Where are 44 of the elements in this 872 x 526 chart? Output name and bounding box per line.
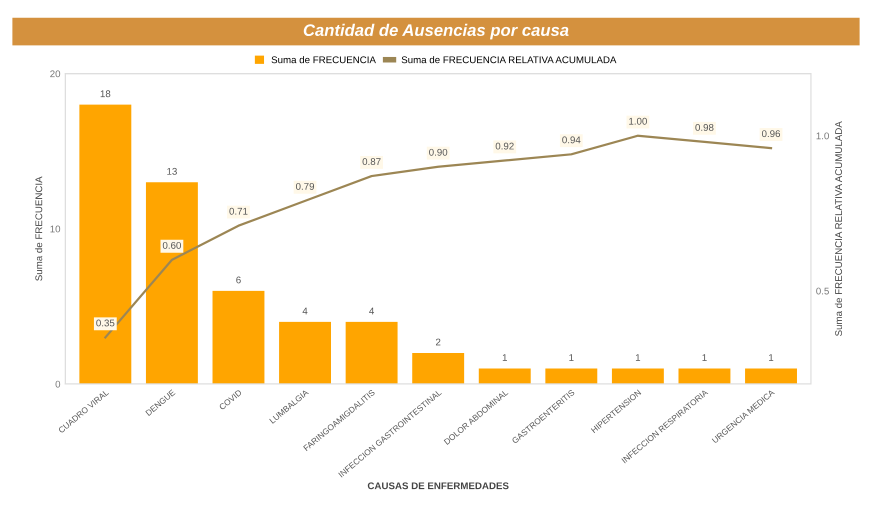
data-label: 0.87 bbox=[362, 158, 381, 166]
bar bbox=[146, 182, 198, 384]
data-label: 0.98 bbox=[695, 124, 714, 131]
y-axis-title: Suma de FRECUENCIA bbox=[35, 176, 42, 281]
data-label: 0.60 bbox=[162, 242, 181, 249]
data-label: 0.94 bbox=[562, 136, 580, 144]
data-label: 0.79 bbox=[296, 182, 314, 190]
y-tick-label: 10 bbox=[50, 226, 60, 232]
data-label: 1 bbox=[502, 354, 507, 361]
data-label: 1.00 bbox=[629, 118, 647, 125]
data-label: 0.35 bbox=[96, 320, 114, 326]
chart-title: Cantidad de Ausencias por causa bbox=[304, 24, 569, 40]
x-axis-title: CAUSAS DE ENFERMEDADES bbox=[368, 482, 509, 490]
legend-label: Suma de FRECUENCIA bbox=[272, 56, 376, 64]
data-label: 2 bbox=[436, 338, 440, 346]
bar bbox=[545, 368, 598, 384]
bar bbox=[412, 352, 464, 384]
data-label: 4 bbox=[369, 308, 374, 314]
bar bbox=[79, 104, 132, 384]
data-label: 0.92 bbox=[496, 142, 514, 150]
data-label: 6 bbox=[236, 276, 241, 284]
data-label: 18 bbox=[100, 90, 110, 98]
data-label: 1 bbox=[569, 354, 574, 361]
bar bbox=[745, 368, 797, 384]
bar bbox=[279, 322, 332, 384]
legend-label: Suma de FRECUENCIA RELATIVA ACUMULADA bbox=[402, 56, 616, 64]
data-label: 0.96 bbox=[762, 130, 780, 138]
bar bbox=[678, 368, 730, 384]
bar bbox=[478, 368, 531, 384]
data-label: 1 bbox=[702, 354, 707, 361]
data-label: 1 bbox=[636, 354, 640, 361]
y-tick-label: 20 bbox=[50, 70, 60, 78]
bar bbox=[346, 322, 398, 384]
y2-tick-label: 0.5 bbox=[816, 288, 829, 294]
data-label: 0.90 bbox=[429, 148, 448, 156]
data-label: 0.71 bbox=[229, 208, 248, 215]
data-label: 1 bbox=[769, 354, 774, 361]
y2-tick-label: 1.0 bbox=[816, 132, 829, 140]
bar bbox=[212, 290, 264, 384]
data-label: 13 bbox=[167, 168, 177, 175]
y-tick-label: 0 bbox=[56, 380, 60, 388]
data-label: 4 bbox=[302, 308, 308, 314]
bar bbox=[612, 368, 664, 384]
y2-axis-title: Suma de FRECUENCIA RELATIVA ACUMULADA bbox=[834, 121, 842, 336]
